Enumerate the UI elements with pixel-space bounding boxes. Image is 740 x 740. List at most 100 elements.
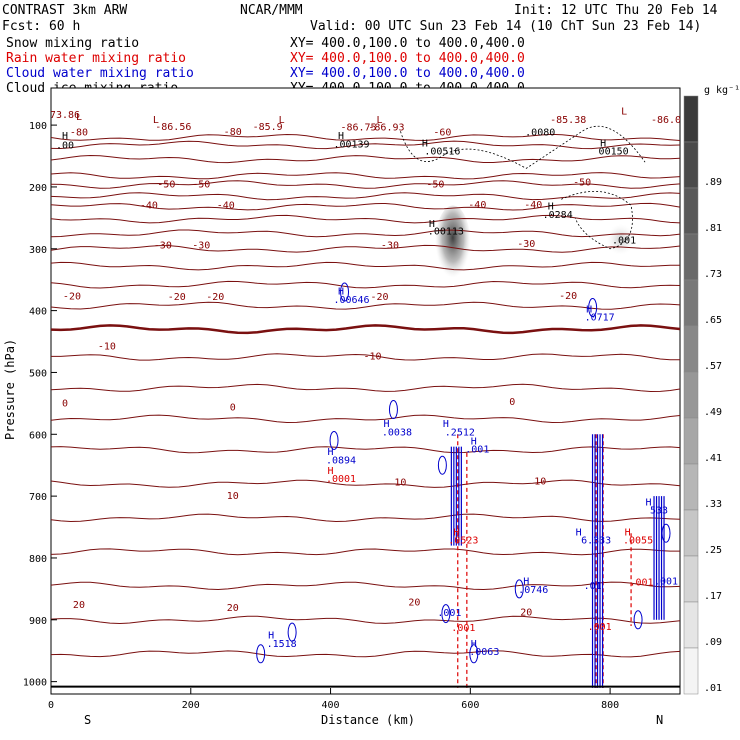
temp-label-30: 0 [509,397,515,408]
temp-label-20: -30 [517,239,535,250]
extrema-label-2: L [153,115,159,126]
temp-contour-45 [51,615,680,625]
extrema-label-11: .00516 [424,147,460,158]
y-tick-label-1: 200 [29,183,47,194]
north-label: N [656,713,663,727]
temp-contour-35 [51,548,680,556]
extrema-label-46: .01 [584,581,602,592]
temp-label-11: -50 [426,179,444,190]
extrema-label-45: .001 [654,576,678,587]
colorbar-label-6: .49 [704,407,722,418]
extrema-label-16: .00113 [428,226,464,237]
temp-contour--45 [51,180,680,189]
x-tick-label-4: 800 [601,700,619,711]
colorbar-cell-4 [683,279,699,327]
temp-contour-30 [51,513,680,523]
temp-label-32: 10 [394,478,406,489]
colorbar-label-7: .41 [704,453,722,464]
extrema-label-32: H [328,466,334,477]
temp-contour--70 [51,140,680,150]
extrema-label-22: H [586,304,592,315]
colorbar-cell-6 [683,371,699,419]
extrema-label-18: .0284 [543,210,573,221]
field-snow-xy: XY= 400.0,100.0 to 400.0,400.0 [290,36,525,51]
temp-contour--40 [51,192,680,201]
temp-contour-40 [51,581,680,591]
colorbar-cell-8 [683,463,699,511]
temp-contour-15 [51,414,680,424]
colorbar-label-1: .89 [704,177,722,188]
extrema-label-33: .0001 [326,474,356,485]
colorbar-cell-1 [683,141,699,189]
temp-contour--15 [51,261,680,271]
colorbar-unit: g kg⁻¹ [704,85,740,96]
field-cloudwater-xy: XY= 400.0,100.0 to 400.0,400.0 [290,66,525,81]
colorbar-cell-0 [683,95,699,143]
temp-contour--35 [51,202,680,211]
colorbar-label-10: .17 [704,591,722,602]
field-cloudwater-name: Cloud water mixing ratio [6,66,194,81]
cloud-water-loop-10 [469,644,479,664]
colorbar-label-4: .65 [704,315,722,326]
extrema-label-0: L [76,112,82,123]
header-fcst: Fcst: 60 h [2,19,80,34]
temp-contour--20 [51,244,680,253]
extrema-label-29: .2512 [445,427,475,438]
temp-label-35: 20 [227,603,239,614]
y-tick-label-6: 700 [29,492,47,503]
temp-label-9: -50 [157,179,175,190]
extrema-label-47: .001 [437,608,461,619]
colorbar-label-11: .09 [704,637,722,648]
extrema-label-8: H [338,131,344,142]
temp-contour-25 [51,479,680,488]
temp-label-2: -85.9 [253,122,283,133]
extrema-label-44: .001 [630,578,654,589]
extrema-label-19: .001 [612,236,636,247]
extrema-label-49: .001 [588,622,612,633]
cloud-water-loop-3 [329,430,339,450]
temp-contour--25 [51,229,680,238]
cloud-water-loop-4 [437,455,447,475]
temp-contour--30 [51,214,680,224]
temp-label-37: 20 [520,607,532,618]
extrema-label-43: .0746 [518,585,548,596]
cloud-water-loop-11 [287,622,297,642]
y-tick-label-4: 500 [29,368,47,379]
extrema-label-39: .0055 [623,536,653,547]
extrema-label-35: .0523 [448,536,478,547]
extrema-label-48: .001 [451,623,475,634]
temp-contour-50 [51,650,680,658]
y-tick-label-3: 400 [29,307,47,318]
temp-label-34: 20 [73,600,85,611]
extrema-label-51: .1518 [267,639,297,650]
temp-label-36: 20 [408,597,420,608]
temp-label-25: -20 [559,291,577,302]
extrema-label-52: H [471,639,477,650]
colorbar-label-9: .25 [704,545,722,556]
cloud-water-loop-0 [340,282,350,302]
extrema-label-53: .0063 [469,647,499,658]
temp-label-22: -20 [168,292,186,303]
extrema-label-34: H [453,528,459,539]
temp-label-29: 0 [230,403,236,414]
cloud-ice-contour-top [400,125,646,169]
field-snow-name: Snow mixing ratio [6,36,139,51]
temp-label-33: 10 [534,476,546,487]
extrema-label-6: H [62,131,68,142]
x-tick-label-2: 400 [322,700,340,711]
cloud-ice-shade-0 [434,205,471,286]
temp-label-5: -85.38 [550,115,586,126]
extrema-label-3: L [279,115,285,126]
extrema-label-28: H [443,419,449,430]
temp-label-3: -86.75 [340,123,376,134]
plot-frame [50,87,681,695]
extrema-label-30: H [471,437,477,448]
x-tick-label-0: 0 [48,700,54,711]
colorbar-cell-2 [683,187,699,235]
temp-contour-0 [51,324,680,335]
x-tick-label-3: 600 [461,700,479,711]
field-rain-name: Rain water mixing ratio [6,51,186,66]
extrema-label-10: H [422,139,428,150]
cloud-water-loop-7 [441,604,451,624]
